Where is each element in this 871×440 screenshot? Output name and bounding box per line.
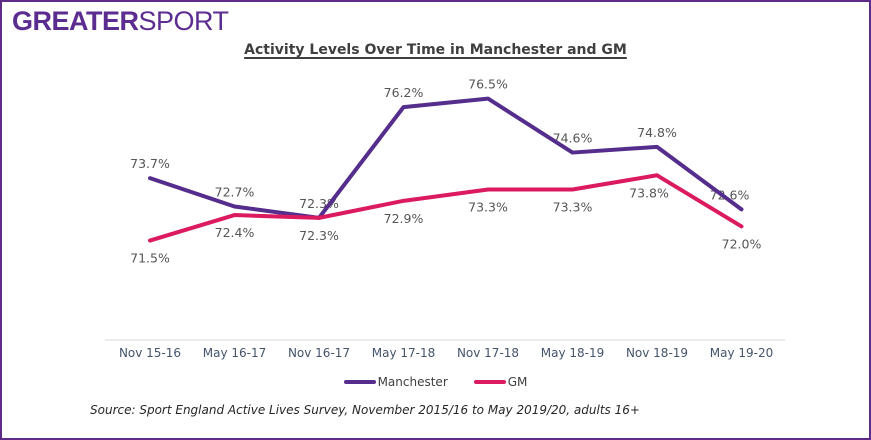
x-tick-label: Nov 15-16	[119, 346, 181, 360]
data-label: 71.5%	[130, 251, 170, 266]
x-tick-label: May 18-19	[541, 346, 605, 360]
x-tick-label: Nov 16-17	[288, 346, 350, 360]
manchester-line-swatch	[343, 380, 376, 384]
data-label: 73.3%	[553, 199, 593, 214]
data-label: 72.7%	[215, 185, 255, 200]
gm-line-swatch	[473, 380, 506, 384]
greatersport-logo: GREATERSPORT	[12, 6, 229, 37]
data-label: 74.8%	[637, 125, 677, 140]
chart-legend: Manchester GM	[2, 375, 869, 389]
data-label: 72.3%	[299, 228, 339, 243]
legend-label-manchester: Manchester	[377, 375, 448, 389]
logo-text-sport: SPORT	[138, 6, 230, 36]
manchester-line	[148, 96, 744, 220]
legend-item-manchester: Manchester	[343, 375, 448, 389]
data-label: 73.8%	[629, 185, 669, 200]
data-label: 72.4%	[215, 225, 255, 240]
x-tick-label: Nov 17-18	[457, 346, 519, 360]
x-tick-label: May 16-17	[203, 346, 267, 360]
line-chart: Nov 15-16 May 16-17 Nov 16-17 May 17-18 Nov …	[105, 77, 785, 360]
data-label: 73.7%	[130, 156, 170, 171]
chart-title: Activity Levels Over Time in Manchester …	[244, 42, 627, 58]
x-tick-label: May 19-20	[710, 346, 774, 360]
data-label: 72.0%	[722, 236, 762, 251]
source-caption: Source: Sport England Active Lives Surve…	[90, 403, 640, 417]
data-label: 72.9%	[384, 211, 424, 226]
logo-text-greater: GREATER	[12, 6, 139, 36]
legend-item-gm: GM	[473, 375, 528, 389]
data-label: 73.3%	[468, 199, 508, 214]
x-tick-label: May 17-18	[372, 346, 436, 360]
legend-label-gm: GM	[507, 375, 528, 389]
gm-line	[148, 173, 744, 243]
data-label: 76.2%	[384, 85, 424, 100]
data-label: 76.5%	[468, 77, 508, 92]
x-tick-label: Nov 18-19	[626, 346, 688, 360]
data-label: 74.6%	[553, 131, 593, 146]
